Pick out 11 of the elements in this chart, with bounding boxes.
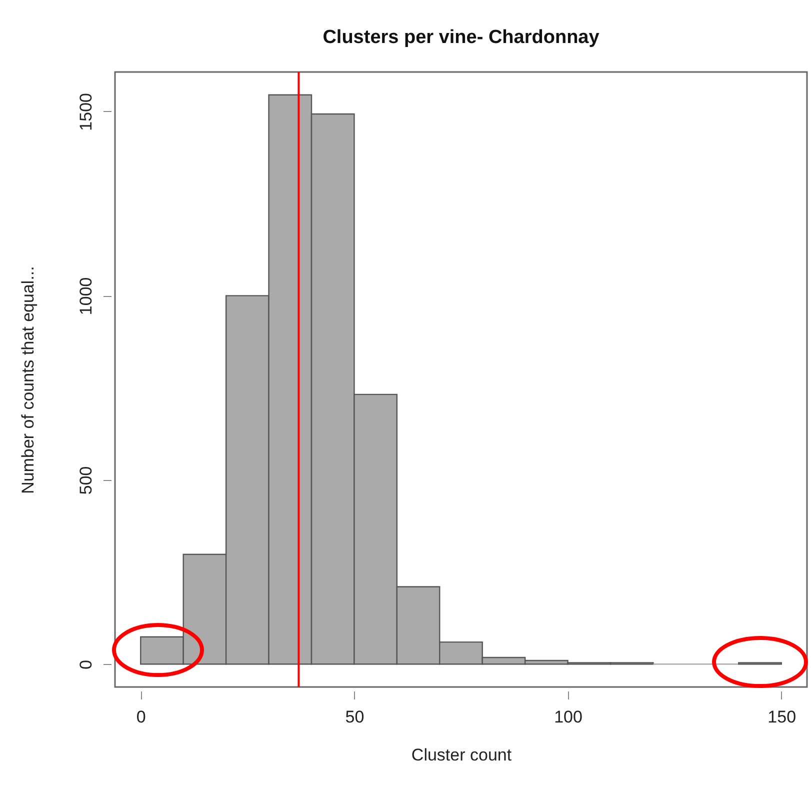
y-tick-label: 500 <box>76 466 96 495</box>
chart-title: Clusters per vine- Chardonnay <box>322 27 600 48</box>
y-tick-label: 1500 <box>76 93 96 131</box>
x-tick-label: 0 <box>136 708 146 726</box>
y-axis-title: Number of counts that equal... <box>18 266 38 494</box>
x-tick-label: 100 <box>554 708 582 726</box>
y-tick-label: 1000 <box>76 277 96 316</box>
x-tick-label: 150 <box>768 708 796 726</box>
x-axis-title: Cluster count <box>411 746 512 764</box>
x-tick-label: 50 <box>345 708 364 726</box>
y-tick-label: 0 <box>76 660 96 670</box>
